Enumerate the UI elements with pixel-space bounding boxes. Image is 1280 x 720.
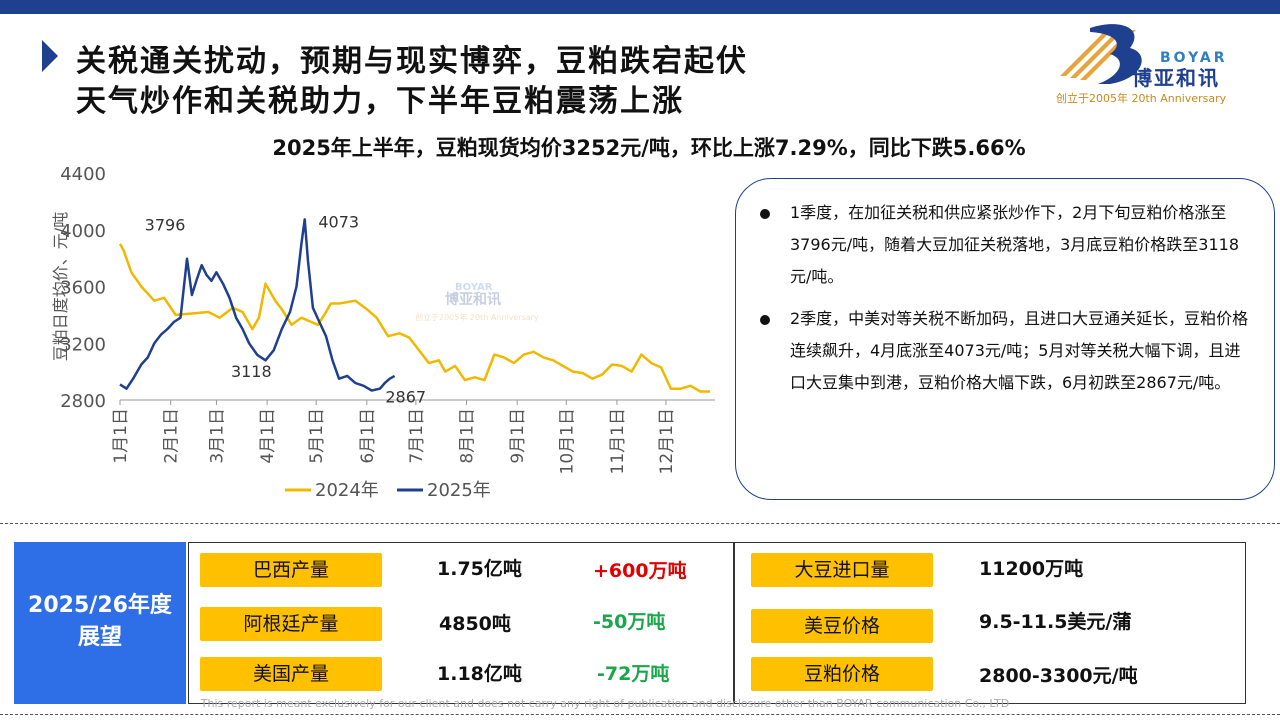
- legend-label: 2025年: [427, 480, 491, 501]
- series-line-2025: [119, 218, 396, 392]
- value-argentina-production: 4850吨: [439, 613, 511, 635]
- outlook-title-line1: 2025/26年度: [28, 593, 172, 618]
- label-us-soybean-price: 美豆价格: [751, 609, 933, 643]
- logo-subtitle: 创立于2005年 20th Anniversary: [1056, 92, 1227, 105]
- data-label: 4073: [318, 212, 359, 231]
- note-item-q2: 2季度，中美对等关税不断加码，且进口大豆通关延长，豆粕价格连续飙升，4月底涨至4…: [760, 303, 1254, 399]
- note-text-q2: 2季度，中美对等关税不断加码，且进口大豆通关延长，豆粕价格连续飙升，4月底涨至4…: [790, 309, 1249, 392]
- x-tick-label: 9月1日: [508, 408, 528, 464]
- y-tick-label: 3600: [60, 278, 106, 299]
- disclaimer-footer: This report is meant exclusively for our…: [200, 697, 1010, 710]
- value-soymeal-price: 2800-3300元/吨: [979, 665, 1138, 687]
- value-us-soybean-price: 9.5-11.5美元/蒲: [979, 611, 1132, 633]
- top-accent-bar: [0, 0, 1280, 14]
- page-title-line1: 关税通关扰动，预期与现实博弈，豆粕跌宕起伏: [76, 44, 748, 79]
- y-tick-label: 4000: [60, 221, 106, 242]
- data-label: 3118: [231, 362, 272, 381]
- logo-cn-text: 博亚和讯: [1132, 66, 1220, 90]
- bullet-icon: [760, 209, 770, 219]
- x-tick-label: 4月1日: [258, 408, 278, 464]
- x-tick-label: 8月1日: [458, 408, 478, 464]
- data-label: 3796: [145, 216, 186, 235]
- x-tick-label: 1月1日: [111, 408, 131, 464]
- watermark-sub-text: 创立于2005年 20th Anniversary: [415, 312, 539, 322]
- note-text-q1: 1季度，在加征关税和供应紧张炒作下，2月下旬豆粕价格涨至3796元/吨，随着大豆…: [790, 203, 1240, 286]
- divider-lower: [0, 714, 1280, 715]
- outlook-heading: 2025/26年度 展望: [14, 542, 186, 704]
- value-us-production: 1.18亿吨: [437, 663, 522, 685]
- chart-summary-subtitle: 2025年上半年，豆粕现货均价3252元/吨，环比上涨7.29%，同比下跌5.6…: [272, 136, 1026, 160]
- change-brazil-production: +600万吨: [593, 560, 687, 582]
- change-us-production: -72万吨: [597, 663, 670, 685]
- x-tick-label: 5月1日: [307, 408, 327, 464]
- legend-label: 2024年: [315, 480, 379, 501]
- label-soymeal-price: 豆粕价格: [751, 657, 933, 691]
- bullet-icon: [760, 315, 770, 325]
- series-line-2024: [118, 243, 711, 393]
- change-argentina-production: -50万吨: [593, 611, 666, 633]
- x-tick-label: 2月1日: [162, 408, 182, 464]
- logo-en-text: BOYAR: [1160, 50, 1228, 66]
- divider-upper: [0, 523, 1280, 524]
- x-tick-label: 11月1日: [608, 408, 628, 474]
- y-tick-label: 2800: [60, 391, 106, 412]
- value-soybean-imports: 11200万吨: [979, 558, 1084, 580]
- data-label: 2867: [385, 387, 426, 406]
- y-tick-label: 4400: [60, 164, 106, 185]
- title-arrow-icon: [42, 40, 58, 72]
- label-soybean-imports: 大豆进口量: [751, 553, 933, 587]
- outlook-title-line2: 展望: [77, 625, 122, 650]
- watermark-cn-text: 博亚和讯: [445, 291, 501, 308]
- notes-box: 1季度，在加征关税和供应紧张炒作下，2月下旬豆粕价格涨至3796元/吨，随着大豆…: [735, 178, 1275, 500]
- outlook-market-panel: 大豆进口量 11200万吨 美豆价格 9.5-11.5美元/蒲 豆粕价格 280…: [734, 542, 1246, 704]
- boyar-logo-icon: [1060, 24, 1142, 85]
- page-title-line2: 天气炒作和关税助力，下半年豆粕震荡上涨: [76, 84, 684, 119]
- note-item-q1: 1季度，在加征关税和供应紧张炒作下，2月下旬豆粕价格涨至3796元/吨，随着大豆…: [760, 197, 1254, 293]
- y-axis-label: 豆粕日度均价、元/吨: [51, 212, 70, 361]
- x-tick-label: 10月1日: [557, 408, 577, 474]
- label-brazil-production: 巴西产量: [200, 553, 382, 587]
- watermark-en-text: BOYAR: [455, 282, 493, 293]
- y-tick-label: 3200: [60, 334, 106, 355]
- label-argentina-production: 阿根廷产量: [200, 607, 382, 641]
- outlook-production-panel: 巴西产量 1.75亿吨 +600万吨 阿根廷产量 4850吨 -50万吨 美国产…: [188, 542, 734, 704]
- x-tick-label: 7月1日: [407, 408, 427, 464]
- x-tick-label: 6月1日: [358, 408, 378, 464]
- x-tick-label: 12月1日: [657, 408, 677, 474]
- label-us-production: 美国产量: [200, 657, 382, 691]
- x-tick-label: 3月1日: [207, 408, 227, 464]
- value-brazil-production: 1.75亿吨: [437, 558, 522, 580]
